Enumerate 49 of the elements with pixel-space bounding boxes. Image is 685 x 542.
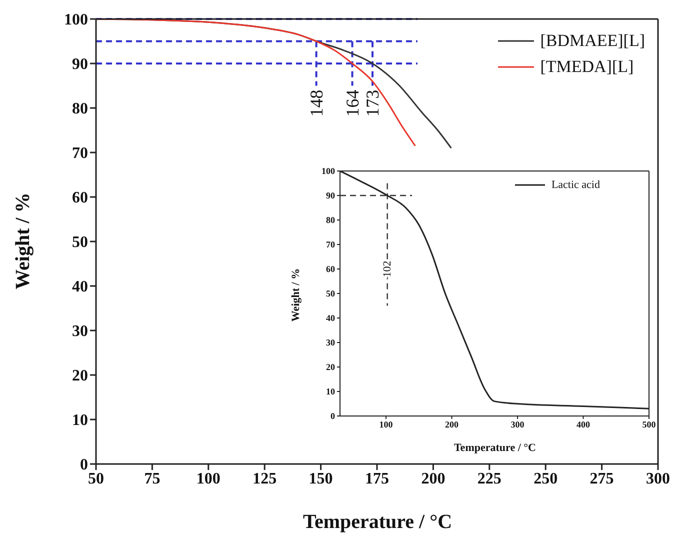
- y-tick-label: 30: [326, 338, 336, 348]
- y-tick-label: 0: [80, 456, 88, 474]
- y-tick-label: 20: [72, 368, 88, 385]
- y-axis-title: Weight / %: [12, 192, 35, 290]
- y-tick-label: 10: [72, 412, 88, 430]
- y-tick-label: 70: [326, 240, 336, 250]
- legend-label: [BDMAEE][L]: [540, 30, 645, 52]
- x-tick-label: 225: [477, 470, 502, 488]
- y-tick-label: 40: [72, 278, 88, 296]
- y-tick-label: 40: [326, 313, 336, 324]
- legend-label: Lactic acid: [551, 178, 600, 192]
- y-tick-label: 0: [330, 411, 336, 422]
- x-tick-label: 300: [510, 419, 525, 430]
- x-tick-label: 175: [365, 470, 389, 488]
- y-tick-label: 80: [326, 215, 336, 226]
- legend-label: [TMEDA][L]: [540, 56, 634, 78]
- y-tick-label: 90: [326, 190, 336, 201]
- y-tick-label: 100: [322, 166, 336, 176]
- x-tick-label: 200: [445, 419, 460, 430]
- x-tick-label: 500: [642, 419, 656, 430]
- y-tick-label: 60: [326, 264, 336, 274]
- y-axis-title: Weight / %: [290, 268, 302, 322]
- ref-line-label: 173: [362, 90, 383, 117]
- y-tick-label: 30: [72, 323, 88, 340]
- ref-line-label: 148: [306, 90, 326, 117]
- y-tick-label: 50: [326, 288, 336, 299]
- y-tick-label: 80: [72, 100, 88, 118]
- y-tick-label: 70: [72, 145, 88, 162]
- ref-line-label: 102: [381, 260, 394, 278]
- x-tick-label: 200: [421, 470, 446, 488]
- x-tick-label: 50: [88, 470, 104, 488]
- x-tick-label: 150: [308, 470, 333, 488]
- x-tick-label: 250: [534, 470, 558, 488]
- x-tick-label: 100: [196, 470, 220, 488]
- x-tick-label: 125: [252, 470, 277, 488]
- y-tick-label: 10: [326, 386, 336, 397]
- y-tick-label: 20: [326, 362, 336, 372]
- y-tick-label: 90: [72, 56, 88, 74]
- x-tick-label: 75: [144, 470, 160, 488]
- x-axis-title: Temperature / °C: [452, 442, 537, 454]
- y-tick-label: 50: [72, 234, 88, 252]
- y-tick-label: 100: [64, 12, 88, 29]
- x-tick-label: 400: [576, 419, 591, 430]
- x-tick-label: 275: [590, 470, 614, 488]
- x-tick-label: 100: [379, 419, 394, 430]
- x-tick-label: 300: [646, 470, 670, 488]
- y-tick-label: 60: [72, 190, 88, 207]
- x-axis-title: Temperature / °C: [302, 511, 454, 534]
- ref-line-label: 164: [342, 90, 362, 117]
